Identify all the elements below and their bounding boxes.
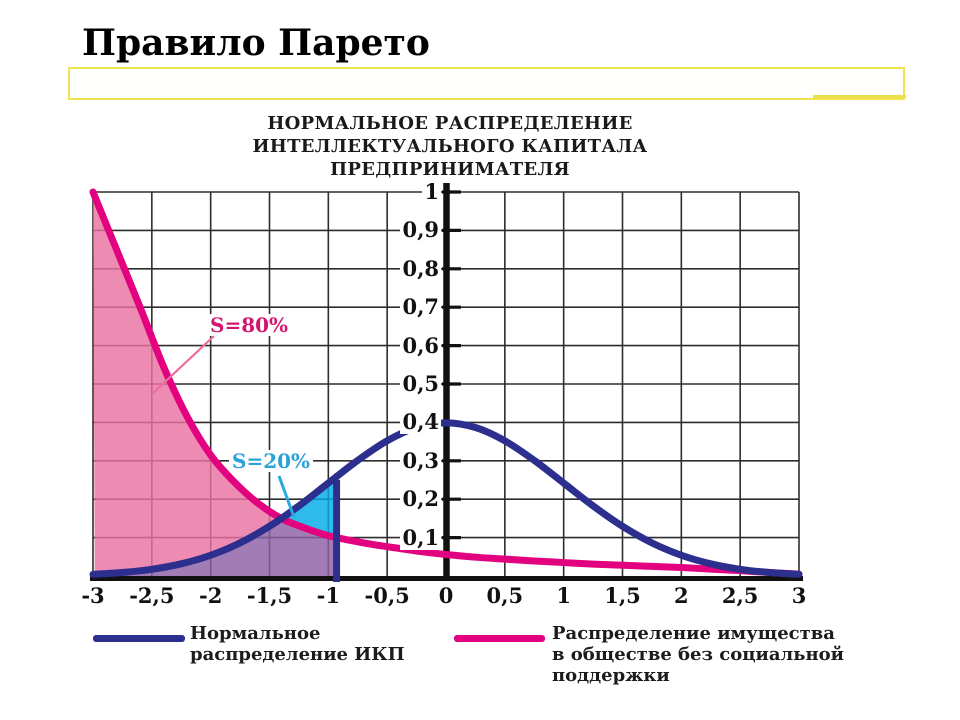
legend-label-wealth: Распределение имущества в обществе без с… (552, 623, 844, 686)
curve-wealth (89, 188, 803, 578)
y-tick-label: 0,5 (400, 371, 441, 396)
legend-swatch-normal-line (93, 635, 185, 642)
x-tick-label: 0 (438, 583, 454, 608)
y-tick-label: 0,4 (400, 409, 441, 435)
x-tick-label: 1 (556, 583, 571, 608)
slide-title: Правило Парето (82, 22, 430, 64)
x-tick-label: 2 (674, 583, 689, 608)
x-tick-label: 3 (791, 583, 807, 608)
x-tick-label: 1,5 (604, 583, 641, 608)
y-tick-label: 0,2 (400, 486, 441, 512)
x-tick-label: -2 (198, 583, 223, 608)
annotation-lines (151, 335, 341, 582)
s80-area-label: S=80% (207, 314, 292, 336)
legend-label-normal: Нормальное распределение ИКП (190, 623, 405, 665)
y-tick-label: 0,6 (400, 332, 441, 358)
s20-callout-line (277, 475, 296, 518)
x-tick-label: -3 (81, 583, 105, 608)
curves (89, 188, 803, 578)
title-underline-segment (813, 95, 906, 98)
title-underline-box (68, 67, 905, 100)
area-overlap-purple (93, 518, 337, 576)
x-tick-label: 0,5 (486, 583, 524, 608)
x-tick-label: -1,5 (246, 583, 293, 608)
y-tick-label: 0,3 (400, 447, 441, 473)
s20-area-label: S=20% (229, 450, 314, 472)
curve-normal (89, 419, 803, 578)
x-tick-label: -0,5 (364, 583, 410, 608)
x-tick-label: -2,5 (129, 583, 175, 608)
y-tick-label: 0,7 (400, 294, 441, 320)
legend-swatch-wealth-line (454, 635, 545, 642)
x-tick-label: 2,5 (721, 583, 759, 608)
x-tick-label: -1 (316, 583, 340, 608)
y-tick-label: 0,9 (400, 217, 441, 243)
y-tick-label: 0,8 (400, 255, 441, 281)
s80-callout-line (151, 335, 215, 395)
chart-title: НОРМАЛЬНОЕ РАСПРЕДЕЛЕНИЕ ИНТЕЛЛЕКТУАЛЬНО… (252, 113, 648, 180)
y-tick-label: 1 (422, 179, 441, 204)
y-tick-label: 0,1 (400, 524, 441, 550)
axes (90, 183, 803, 581)
area-s80-pink (93, 192, 281, 575)
